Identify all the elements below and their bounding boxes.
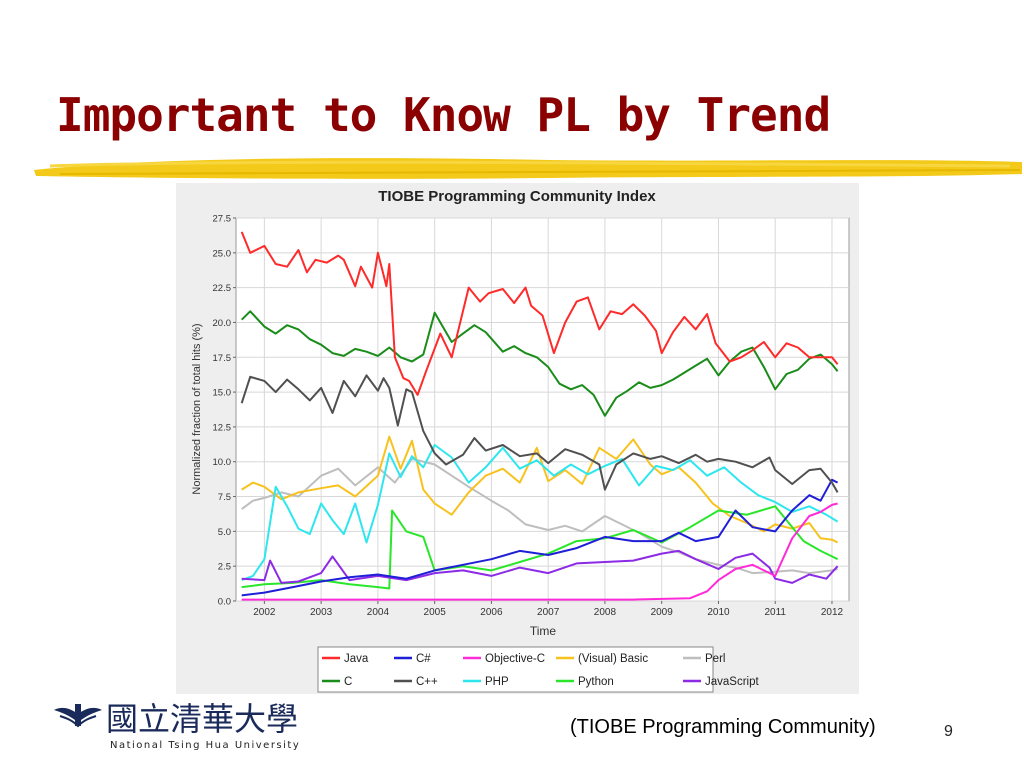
- legend-label: JavaScript: [705, 676, 759, 688]
- x-tick-label: 2009: [651, 607, 674, 618]
- x-tick-label: 2003: [310, 607, 333, 618]
- y-axis-label: Normalized fraction of total hits (%): [191, 323, 203, 494]
- series-line-c#: [241, 478, 839, 597]
- university-emblem: [54, 704, 102, 728]
- page-number: 9: [944, 723, 953, 740]
- legend-label: C++: [416, 676, 438, 688]
- chart-panel: TIOBE Programming Community Index 0.0 2.5…: [176, 183, 859, 694]
- y-tick-label: 22.5: [213, 283, 232, 294]
- legend-box: [317, 646, 714, 693]
- x-tick-label: 2010: [707, 607, 730, 618]
- legend-label: Perl: [705, 653, 725, 665]
- legend-label: Java: [344, 653, 369, 665]
- x-axis: 2002 2003 2004 2005 2006 2007 2008 2009 2010 2011…: [253, 601, 844, 618]
- legend: Java C# Objective-C (Visual) Basic Perl C C++ P…: [322, 653, 759, 688]
- series-line-python: [241, 505, 839, 590]
- x-tick-label: 2006: [480, 607, 503, 618]
- y-tick-label: 7.5: [218, 492, 231, 503]
- y-tick-label: 2.5: [218, 562, 231, 573]
- y-tick-label: 25.0: [213, 248, 232, 259]
- legend-label: PHP: [485, 676, 509, 688]
- y-axis: 0.0 2.5 5.0 7.5 10.0 12.5 15.0 17.5 20.0 22.5 25.0…: [213, 214, 236, 608]
- y-tick-label: 27.5: [213, 214, 232, 225]
- series-line-php: [241, 444, 839, 582]
- y-tick-label: 20.0: [213, 318, 232, 329]
- highlighter-underline: [34, 158, 1022, 179]
- x-tick-label: 2011: [764, 607, 786, 618]
- legend-label: Python: [578, 676, 614, 688]
- x-tick-label: 2005: [424, 607, 447, 618]
- x-tick-label: 2012: [821, 607, 844, 618]
- y-tick-label: 15.0: [213, 388, 232, 399]
- series-line-objective-c: [241, 502, 838, 601]
- x-tick-label: 2002: [253, 607, 276, 618]
- tiobe-chart: TIOBE Programming Community Index 0.0 2.5…: [191, 188, 850, 693]
- grid: [236, 217, 849, 602]
- slide-caption: (TIOBE Programming Community): [570, 716, 876, 738]
- series-line-c++: [240, 374, 839, 493]
- y-tick-label: 12.5: [213, 422, 232, 433]
- series-line-javascript: [241, 549, 839, 584]
- x-tick-label: 2004: [367, 607, 390, 618]
- legend-label: Objective-C: [485, 653, 545, 665]
- y-tick-label: 5.0: [218, 527, 231, 538]
- university-mark-text: 國立清華大學: [106, 700, 298, 738]
- y-tick-label: 17.5: [213, 353, 232, 364]
- chart-title: TIOBE Programming Community Index: [378, 188, 656, 205]
- legend-label: (Visual) Basic: [578, 653, 648, 665]
- y-tick-label: 0.0: [218, 597, 231, 608]
- plot-area: [235, 217, 850, 602]
- x-tick-label: 2008: [594, 607, 617, 618]
- university-name: National Tsing Hua University: [110, 740, 301, 751]
- series-line-java: [240, 231, 839, 396]
- series-lines: [240, 231, 839, 601]
- x-tick-label: 2007: [537, 607, 560, 618]
- slide-title: Important to Know PL by Trend: [56, 88, 831, 142]
- university-wordmark: 國立清華大學: [106, 700, 298, 738]
- legend-label: C: [344, 676, 352, 688]
- series-line-perl: [241, 457, 838, 575]
- x-axis-label: Time: [530, 624, 557, 638]
- series-line-c: [240, 310, 839, 417]
- y-tick-label: 10.0: [213, 457, 232, 468]
- legend-label: C#: [416, 653, 431, 665]
